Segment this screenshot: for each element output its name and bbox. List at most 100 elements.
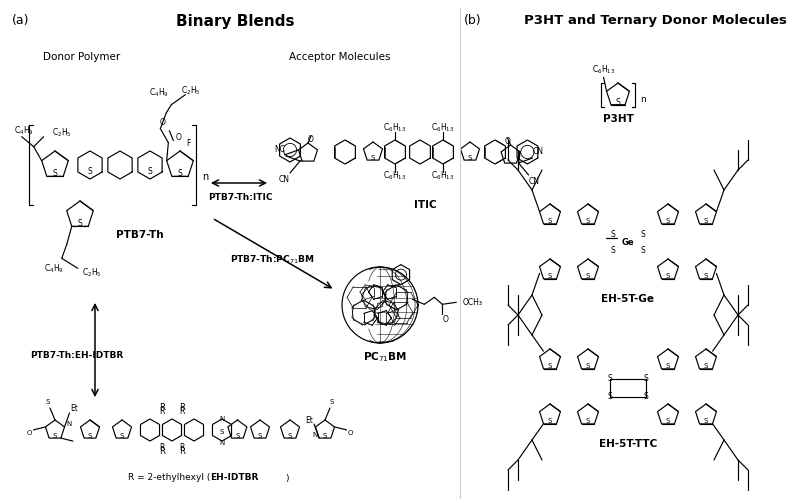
- Text: (a): (a): [12, 14, 30, 27]
- Text: O: O: [347, 430, 353, 436]
- Text: R: R: [179, 448, 185, 457]
- Text: O: O: [442, 315, 448, 324]
- Text: OCH₃: OCH₃: [462, 298, 482, 307]
- Text: PTB7-Th:ITIC: PTB7-Th:ITIC: [208, 194, 272, 203]
- Text: ITIC: ITIC: [414, 200, 436, 210]
- Text: R: R: [179, 407, 185, 416]
- Text: S: S: [330, 399, 335, 405]
- Text: S: S: [235, 433, 240, 439]
- Text: CN: CN: [533, 146, 544, 155]
- Text: N: N: [220, 440, 225, 446]
- Text: S: S: [611, 246, 616, 255]
- Text: S: S: [178, 169, 183, 178]
- Text: Ge: Ge: [621, 238, 634, 247]
- Text: S: S: [46, 399, 50, 405]
- Text: n: n: [202, 172, 208, 182]
- Text: S: S: [78, 219, 82, 228]
- Text: S: S: [548, 363, 552, 369]
- Text: S: S: [704, 418, 708, 425]
- Text: PTB7-Th:EH-IDTBR: PTB7-Th:EH-IDTBR: [30, 351, 124, 360]
- Text: O: O: [27, 430, 32, 436]
- Text: Binary Blends: Binary Blends: [176, 14, 294, 29]
- Text: R: R: [159, 448, 165, 457]
- Text: S: S: [87, 167, 92, 177]
- Text: O: O: [159, 118, 166, 127]
- Text: PTB7-Th: PTB7-Th: [116, 230, 164, 240]
- Text: C$_4$H$_9$: C$_4$H$_9$: [149, 87, 170, 99]
- Text: O: O: [505, 136, 511, 145]
- Text: S: S: [608, 374, 612, 383]
- Text: Et: Et: [70, 404, 78, 413]
- Text: S: S: [288, 433, 292, 439]
- Text: R: R: [159, 407, 165, 416]
- Text: S: S: [548, 218, 552, 224]
- Text: S: S: [666, 273, 670, 279]
- Text: C$_6$H$_{13}$: C$_6$H$_{13}$: [383, 122, 406, 134]
- Text: O: O: [308, 134, 314, 143]
- Text: C$_2$H$_5$: C$_2$H$_5$: [52, 126, 71, 139]
- Text: S: S: [148, 167, 153, 177]
- Text: S: S: [586, 418, 590, 425]
- Text: S: S: [704, 363, 708, 369]
- Text: S: S: [666, 418, 670, 425]
- Text: C$_4$H$_9$: C$_4$H$_9$: [44, 262, 64, 275]
- Text: S: S: [704, 273, 708, 279]
- Text: N: N: [220, 416, 225, 422]
- Text: Acceptor Molecules: Acceptor Molecules: [289, 52, 391, 62]
- Text: S: S: [258, 433, 262, 439]
- Text: C$_6$H$_{13}$: C$_6$H$_{13}$: [592, 63, 615, 75]
- Text: P3HT and Ternary Donor Molecules: P3HT and Ternary Donor Molecules: [524, 14, 786, 27]
- Text: S: S: [88, 433, 92, 439]
- Text: C$_6$H$_{13}$: C$_6$H$_{13}$: [431, 170, 455, 182]
- Text: PC$_{71}$BM: PC$_{71}$BM: [363, 350, 407, 364]
- Text: S: S: [53, 169, 57, 178]
- Text: PTB7-Th:PC$_{71}$BM: PTB7-Th:PC$_{71}$BM: [230, 254, 314, 266]
- Text: CN: CN: [279, 175, 289, 184]
- Text: R = 2-ethylhexyl (: R = 2-ethylhexyl (: [128, 473, 210, 482]
- Text: S: S: [666, 218, 670, 224]
- Text: S: S: [616, 98, 621, 107]
- Text: S: S: [644, 374, 648, 383]
- Text: N: N: [66, 421, 71, 427]
- Text: (b): (b): [464, 14, 482, 27]
- Text: Et: Et: [305, 415, 313, 425]
- Text: S: S: [586, 363, 590, 369]
- Text: S: S: [641, 230, 646, 239]
- Text: S: S: [220, 429, 224, 435]
- Text: S: S: [608, 392, 612, 401]
- Text: R: R: [179, 403, 185, 412]
- Text: C$_6$H$_{13}$: C$_6$H$_{13}$: [431, 122, 455, 134]
- Text: S: S: [371, 154, 375, 160]
- Text: O: O: [175, 133, 181, 142]
- Text: S: S: [120, 433, 124, 439]
- Text: C$_6$H$_{13}$: C$_6$H$_{13}$: [383, 170, 406, 182]
- Text: C$_2$H$_5$: C$_2$H$_5$: [182, 85, 201, 97]
- Text: R: R: [159, 444, 165, 453]
- Text: F: F: [186, 138, 190, 147]
- Text: S: S: [586, 218, 590, 224]
- Text: S: S: [323, 433, 327, 439]
- Text: NC: NC: [275, 144, 285, 153]
- Text: EH-5T-TTC: EH-5T-TTC: [599, 439, 657, 449]
- Text: S: S: [704, 218, 708, 224]
- Text: C$_2$H$_5$: C$_2$H$_5$: [82, 266, 102, 279]
- Text: S: S: [53, 433, 57, 439]
- Text: n: n: [640, 95, 646, 104]
- Text: N: N: [313, 432, 318, 438]
- Text: S: S: [611, 230, 616, 239]
- Text: S: S: [641, 246, 646, 255]
- Text: S: S: [548, 273, 552, 279]
- Text: CN: CN: [529, 177, 540, 186]
- Text: EH-IDTBR: EH-IDTBR: [210, 473, 259, 482]
- Text: S: S: [586, 273, 590, 279]
- Text: S: S: [468, 154, 472, 160]
- Text: S: S: [644, 392, 648, 401]
- Text: ): ): [285, 473, 288, 482]
- Text: R: R: [159, 403, 165, 412]
- Text: S: S: [666, 363, 670, 369]
- Text: P3HT: P3HT: [603, 114, 633, 124]
- Text: R: R: [179, 444, 185, 453]
- Text: C$_4$H$_9$: C$_4$H$_9$: [14, 124, 34, 137]
- Text: Donor Polymer: Donor Polymer: [44, 52, 120, 62]
- Text: S: S: [548, 418, 552, 425]
